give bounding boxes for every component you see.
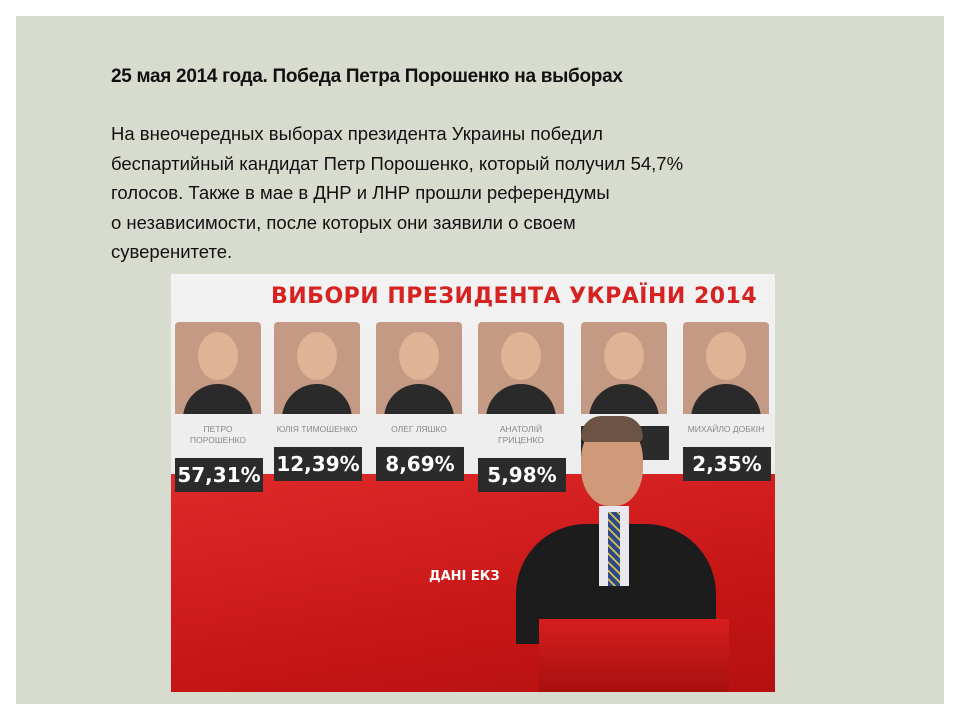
candidate-name: АНАТОЛІЙ ГРИЦЕНКО — [498, 424, 544, 445]
candidate-portrait — [376, 322, 462, 414]
candidate-portrait — [478, 322, 564, 414]
candidate-percent: 5,98% — [478, 458, 566, 492]
candidate-row: ПЕТРО ПОРОШЕНКО 57,31% ЮЛІЯ ТИМОШЕНКО 12… — [171, 322, 775, 502]
slide-title: 25 мая 2014 года. Победа Петра Порошенко… — [111, 66, 623, 87]
candidate-name: ЮЛІЯ ТИМОШЕНКО — [276, 424, 358, 434]
candidate-card: АНАТОЛІЙ ГРИЦЕНКО 5,98% — [478, 322, 568, 492]
candidate-percent: 2,35% — [683, 447, 771, 481]
candidate-name: МИХАЙЛО ДОБКІН — [687, 424, 765, 434]
candidate-name: ОЛЕГ ЛЯШКО — [391, 424, 447, 434]
candidate-name: ПЕТРО ПОРОШЕНКО — [190, 424, 246, 445]
podium — [539, 619, 729, 692]
candidate-percent: 57,31% — [175, 458, 263, 492]
candidate-portrait — [683, 322, 769, 414]
election-photo: ВИБОРИ ПРЕЗИДЕНТА УКРАЇНИ 2014 ПЕТРО ПОР… — [171, 274, 775, 692]
candidate-percent: 8,69% — [376, 447, 464, 481]
slide: 25 мая 2014 года. Победа Петра Порошенко… — [16, 16, 944, 704]
speaker-hair — [581, 416, 643, 442]
candidate-portrait — [175, 322, 261, 414]
candidate-card: ЮЛІЯ ТИМОШЕНКО 12,39% — [274, 322, 364, 481]
candidate-portrait — [581, 322, 667, 414]
board-sub-label: ДАНІ ЕКЗ — [429, 569, 500, 584]
board-title: ВИБОРИ ПРЕЗИДЕНТА УКРАЇНИ 2014 — [271, 284, 758, 309]
speaker-tie — [608, 512, 620, 586]
candidate-card: МИХАЙЛО ДОБКІН 2,35% — [683, 322, 773, 481]
slide-body-text: На внеочередных выборах президента Украи… — [111, 123, 684, 262]
candidate-card: ОЛЕГ ЛЯШКО 8,69% — [376, 322, 466, 481]
candidate-percent: 12,39% — [274, 447, 362, 481]
candidate-portrait — [274, 322, 360, 414]
candidate-card: ПЕТРО ПОРОШЕНКО 57,31% — [175, 322, 265, 492]
